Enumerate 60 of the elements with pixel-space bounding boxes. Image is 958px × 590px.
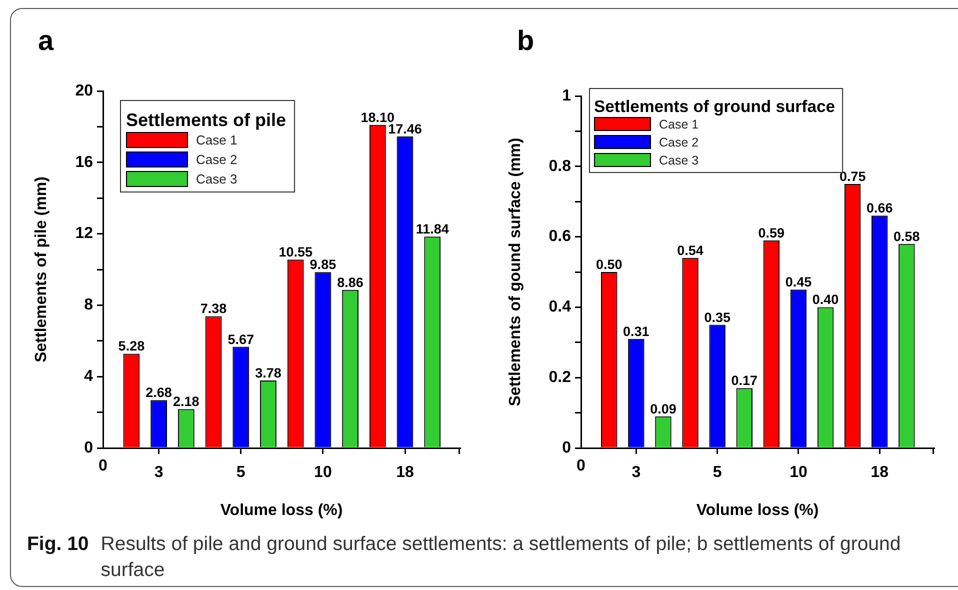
data-label: 3.78 [255, 365, 282, 380]
data-label: 0.31 [623, 324, 650, 339]
y-tick-label: 0.8 [548, 158, 572, 175]
x-tick-label: 10 [314, 464, 332, 482]
data-label: 0.54 [677, 242, 704, 258]
y-axis-title: Settlements of gound surface (mm) [507, 138, 524, 406]
data-label: 0.50 [596, 256, 622, 272]
x-tick-label: 3 [154, 464, 164, 482]
data-label: 0.58 [894, 228, 920, 244]
y-tick-label: 0.2 [548, 369, 572, 386]
legend-title: Settlements of ground surface [594, 97, 836, 116]
data-label: 0.59 [758, 225, 785, 240]
x-tick-label: 5 [712, 464, 722, 482]
data-label: 11.84 [416, 222, 450, 237]
data-label: 10.55 [278, 244, 313, 260]
y-tick-label: 0.4 [548, 298, 572, 316]
data-label: 5.67 [228, 332, 254, 347]
y-tick-label: 20 [75, 82, 94, 100]
text: 0 [576, 457, 586, 474]
data-label: 0.17 [731, 373, 758, 388]
data-label: 2.68 [146, 385, 172, 400]
data-label: 0.35 [704, 310, 731, 325]
data-label: 5.28 [118, 338, 146, 354]
y-tick-label: 0 [84, 439, 94, 456]
data-label: 0.09 [650, 401, 676, 416]
legend-label: Case 2 [196, 152, 238, 168]
legend-title: Settlements of pile [126, 110, 286, 130]
y-tick-label: 1 [562, 87, 572, 104]
legend-label: Case 1 [659, 117, 699, 132]
text: 0 [98, 457, 108, 474]
y-tick-label: 16 [75, 154, 94, 171]
data-label: 8.86 [337, 274, 364, 290]
text: Results of pile and ground surface settlements: a settlements of pile; b settlements of ground surface [100, 532, 902, 583]
data-label: 2.18 [173, 394, 200, 410]
legend-label: Case 2 [659, 135, 699, 150]
x-axis-title: Volume loss (%) [220, 502, 343, 519]
y-tick-label: 4 [84, 368, 94, 386]
chart-title: b [517, 25, 534, 56]
chart-title: a [38, 25, 54, 56]
x-tick-label: 3 [632, 464, 641, 482]
x-axis-title: Volume loss (%) [696, 502, 819, 519]
legend-label: Case 1 [196, 132, 238, 148]
legend-label: Case 3 [196, 172, 238, 187]
x-tick-label: 18 [396, 464, 414, 482]
data-label: 0.75 [839, 168, 866, 184]
y-tick-label: 0.6 [548, 228, 572, 246]
data-label: 7.38 [200, 301, 228, 316]
x-tick-label: 18 [870, 464, 889, 482]
x-tick-label: 5 [236, 464, 246, 482]
data-label: 0.45 [785, 274, 812, 290]
legend-label: Case 3 [659, 153, 699, 168]
y-tick-label: 8 [84, 296, 94, 314]
data-label: 0.40 [812, 292, 839, 308]
caption: Fig. 10 [27, 532, 89, 557]
y-tick-label: 12 [75, 225, 94, 242]
y-tick-label: 0 [562, 439, 572, 456]
data-label: 0.66 [866, 200, 894, 216]
y-axis-title: Settlements of pile (mm) [33, 176, 50, 362]
x-tick-label: 10 [790, 464, 808, 482]
data-label: 9.85 [310, 257, 337, 272]
